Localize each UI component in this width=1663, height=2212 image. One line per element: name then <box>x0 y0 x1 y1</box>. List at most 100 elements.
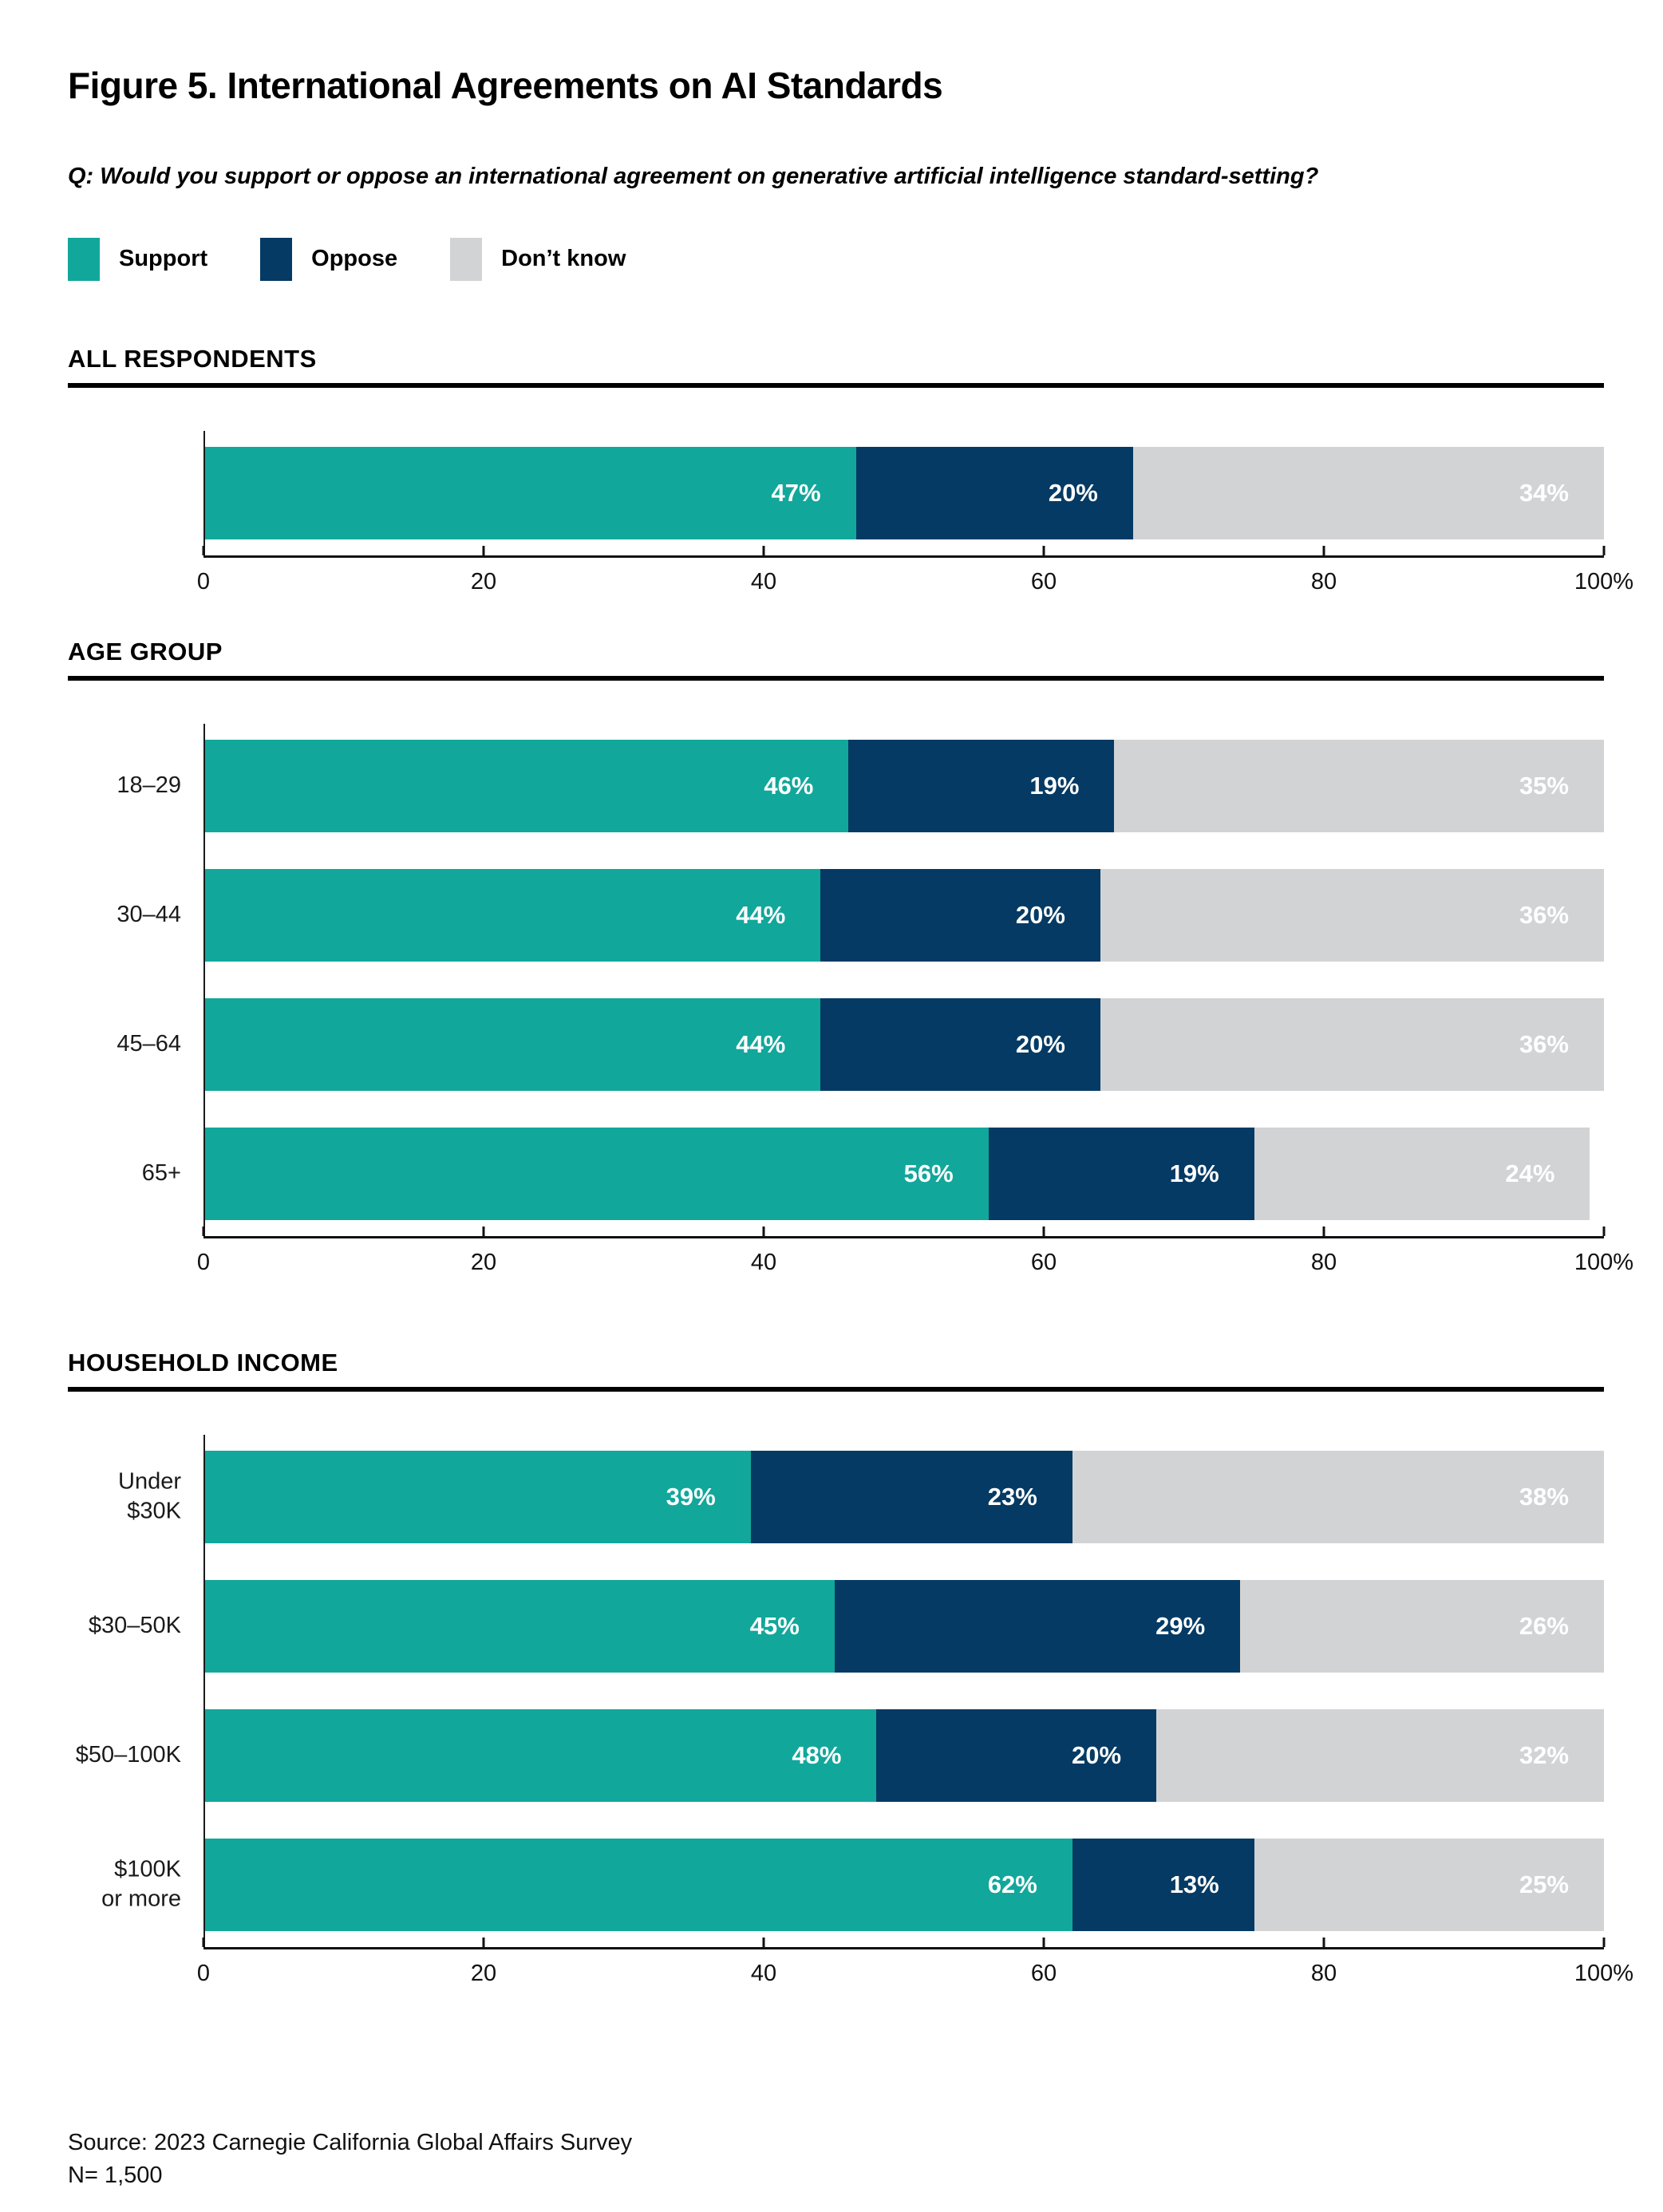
x-axis <box>202 1226 1606 1238</box>
x-axis-tick <box>202 1226 205 1236</box>
legend-swatch-support <box>68 237 100 281</box>
bar-row: 47% 20% 34% <box>205 446 1604 539</box>
section-header: AGE GROUP <box>68 637 223 666</box>
segment-value-label: 20% <box>1015 900 1065 929</box>
legend-item: Oppose <box>260 237 398 281</box>
bar-segment-oppose: 23% <box>750 1450 1072 1543</box>
segment-value-label: 34% <box>1519 478 1569 507</box>
x-axis-labels: 0 20 40 60 80 100% <box>197 1960 1633 1993</box>
x-axis-tick-label: 40 <box>750 1960 777 1986</box>
segment-value-label: 25% <box>1519 1870 1569 1898</box>
bar-segment-don-t-know: 36% <box>1100 997 1604 1091</box>
category-label: 30–44 <box>117 901 181 927</box>
x-axis-tick-label: 20 <box>470 1249 497 1275</box>
x-axis-tick <box>1322 545 1325 555</box>
bar-segment-don-t-know: 36% <box>1100 868 1604 962</box>
x-axis-tick <box>1602 1937 1606 1947</box>
x-axis-tick <box>762 545 765 555</box>
bar-chart: 47% 20% 34% 0 20 40 60 80 100% <box>68 430 1633 601</box>
legend-label: Oppose <box>311 246 398 272</box>
source-note: Source: 2023 Carnegie California Global … <box>68 2127 1604 2192</box>
bar-segment-support: 44% <box>205 997 821 1091</box>
bar-segment-oppose: 20% <box>820 997 1100 1091</box>
legend-label: Support <box>119 246 208 272</box>
bar-segment-don-t-know: 32% <box>1156 1708 1604 1802</box>
segment-value-label: 45% <box>749 1611 800 1640</box>
bar-segment-support: 45% <box>205 1579 835 1673</box>
x-axis-tick-label: 0 <box>196 568 211 594</box>
segment-value-label: 13% <box>1169 1870 1219 1898</box>
x-axis-tick <box>1042 1226 1045 1236</box>
legend-item: Support <box>68 237 208 281</box>
bar-segment-don-t-know: 38% <box>1072 1450 1604 1543</box>
bar-row: 30–44 44% 20% 36% <box>117 868 1604 962</box>
bar-row: $30–50K 45% 29% 26% <box>89 1579 1604 1673</box>
x-axis-tick <box>1322 1226 1325 1236</box>
legend-item: Don’t know <box>450 237 626 281</box>
category-label: $100K or more <box>101 1855 181 1912</box>
x-axis-tick <box>202 1937 205 1947</box>
segment-value-label: 44% <box>736 1029 786 1058</box>
bar-segment-support: 48% <box>205 1708 877 1802</box>
figure-title: Figure 5. International Agreements on AI… <box>68 65 943 106</box>
x-axis-tick <box>1602 1226 1606 1236</box>
bar-segment-don-t-know: 24% <box>1254 1127 1590 1220</box>
bar-segment-don-t-know: 25% <box>1254 1838 1604 1931</box>
survey-question: Q: Would you support or oppose an intern… <box>68 163 1319 189</box>
bar-segment-support: 44% <box>205 868 821 962</box>
x-axis-tick <box>1602 545 1606 555</box>
section-household-income: HOUSEHOLD INCOME Under $30K 39% 23% 38% $30–5… <box>68 1349 1633 1993</box>
bar-segment-support: 39% <box>205 1450 751 1543</box>
bar-segment-support: 62% <box>205 1838 1072 1931</box>
section-age-group: AGE GROUP 18–29 46% 19% 35% 30–44 44% 20% 36% 45–… <box>68 637 1633 1282</box>
category-label: $30–50K <box>88 1612 181 1638</box>
x-axis-tick <box>762 1937 765 1947</box>
section-rule <box>68 1386 1604 1392</box>
segment-value-label: 46% <box>764 771 814 800</box>
section-rule <box>68 382 1604 388</box>
section-all-respondents: ALL RESPONDENTS 47% 20% 34% 0 20 40 60 80 100% <box>68 345 1633 601</box>
x-axis-tick-label: 60 <box>1030 1960 1057 1986</box>
x-axis-tick-label: 80 <box>1310 1249 1337 1275</box>
bar-segment-oppose: 20% <box>876 1708 1157 1802</box>
category-label: 18–29 <box>117 772 181 798</box>
x-axis-area: 0 20 40 60 80 100% <box>197 1226 1633 1282</box>
x-axis-tick <box>1322 1937 1325 1947</box>
segment-value-label: 20% <box>1015 1029 1065 1058</box>
segment-value-label: 36% <box>1519 1029 1569 1058</box>
bar-segment-don-t-know: 26% <box>1240 1579 1604 1673</box>
bar-segment-oppose: 20% <box>820 868 1100 962</box>
category-label: 65+ <box>141 1159 181 1186</box>
x-axis-tick-label: 100% <box>1574 1960 1634 1986</box>
x-axis-tick-label: 60 <box>1030 1249 1057 1275</box>
source-line: Source: 2023 Carnegie California Global … <box>68 2129 633 2155</box>
sample-size: N= 1,500 <box>68 2162 163 2188</box>
x-axis-tick <box>482 1226 485 1236</box>
bar-row: 45–64 44% 20% 36% <box>117 997 1604 1091</box>
bar-segment-oppose: 20% <box>855 446 1133 539</box>
x-axis-area: 0 20 40 60 80 100% <box>197 545 1633 601</box>
bar-row: 18–29 46% 19% 35% <box>117 739 1604 832</box>
x-axis-tick-label: 40 <box>750 568 777 594</box>
x-axis-labels: 0 20 40 60 80 100% <box>197 568 1633 601</box>
x-axis-area: 0 20 40 60 80 100% <box>197 1937 1633 1993</box>
plot-area: 18–29 46% 19% 35% 30–44 44% 20% 36% 45–64 44% 20% 3… <box>117 723 1604 1236</box>
chart-sections: ALL RESPONDENTS 47% 20% 34% 0 20 40 60 80 100% AGE… <box>68 345 1633 1993</box>
segment-value-label: 24% <box>1505 1159 1555 1187</box>
segment-value-label: 56% <box>903 1159 954 1187</box>
segment-value-label: 44% <box>736 900 786 929</box>
segment-value-label: 19% <box>1169 1159 1219 1187</box>
x-axis-tick <box>482 545 485 555</box>
bar-segment-support: 47% <box>205 446 856 539</box>
bar-chart: 18–29 46% 19% 35% 30–44 44% 20% 36% 45–64 44% 20% 3… <box>68 723 1633 1282</box>
legend-label: Don’t know <box>501 246 626 272</box>
segment-value-label: 23% <box>987 1482 1037 1511</box>
bar-segment-don-t-know: 35% <box>1114 739 1604 832</box>
x-axis <box>202 545 1606 558</box>
bar-chart: Under $30K 39% 23% 38% $30–50K 45% 29% 26% $50–1… <box>68 1434 1633 1993</box>
section-rule <box>68 675 1604 681</box>
x-axis-tick-label: 0 <box>196 1249 211 1275</box>
plot-area: Under $30K 39% 23% 38% $30–50K 45% 29% 26% $50–1… <box>76 1434 1604 1947</box>
legend-swatch-oppose <box>260 237 293 281</box>
